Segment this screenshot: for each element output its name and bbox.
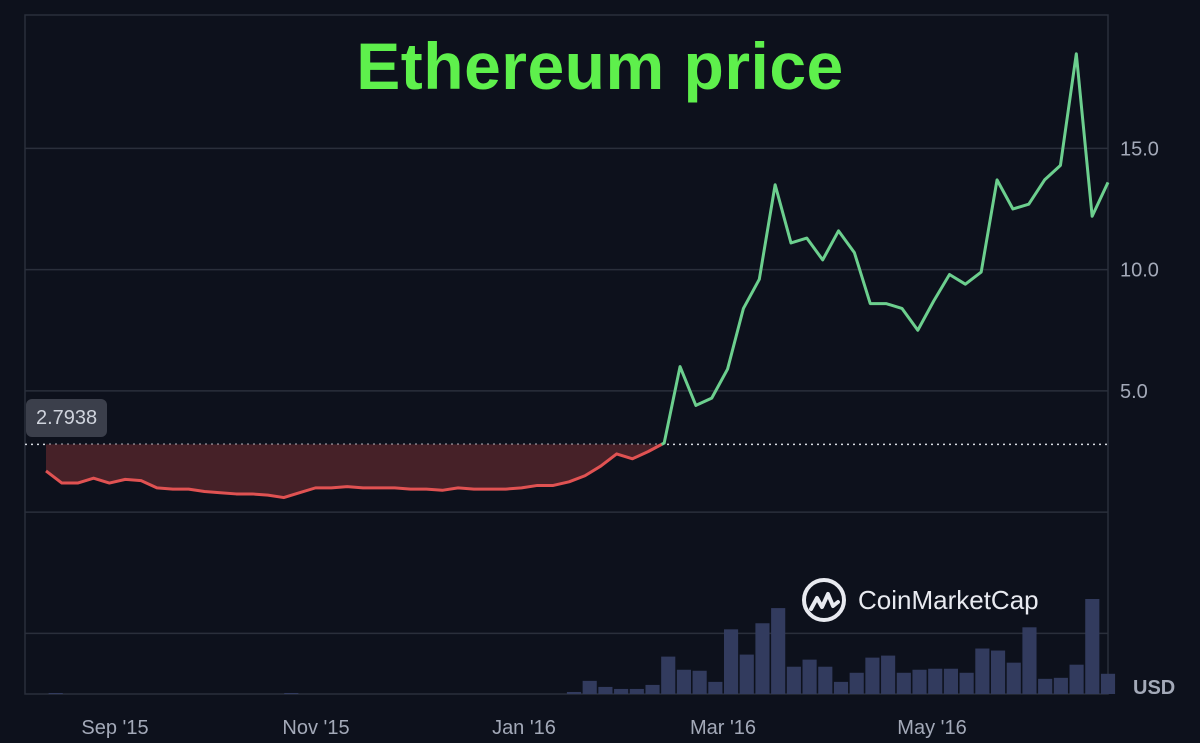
volume-bar [802,659,817,694]
volume-bar [771,608,786,694]
volume-bar [818,666,833,694]
chart-title: Ethereum price [356,29,844,103]
volume-bar [1085,599,1100,694]
volume-bar [912,669,927,694]
volume-bar [849,672,864,694]
volume-bar [928,668,943,694]
volume-bar [881,655,896,694]
price-line-below-baseline [45,443,663,500]
volume-bar [566,691,582,694]
volume-bar [1006,662,1021,694]
volume-bar [598,686,613,694]
brand-name: CoinMarketCap [858,584,1039,615]
coinmarketcap-icon [802,578,846,622]
volume-bar [975,648,990,694]
volume-bar [865,657,880,694]
volume-bar [723,629,739,694]
volume-bar [284,692,299,694]
y-tick-label: 10.0 [1120,260,1159,282]
x-tick-label: Mar '16 [690,717,756,739]
coinmarketcap-logo: CoinMarketCap [800,576,1039,624]
volume-bar [629,688,644,694]
baseline-price-label: 2.7938 [26,399,108,437]
volume-bar [582,680,597,694]
x-tick-label: Jan '16 [492,717,556,739]
volume-bar [708,681,723,694]
volume-bar [943,668,959,694]
volume-bar [739,654,754,694]
volume-bar [786,666,801,694]
volume-bar [1100,673,1116,694]
price-line-above-baseline [660,52,1110,446]
volume-bar [661,656,676,694]
volume-bar [1069,664,1084,694]
volume-bar [645,684,660,694]
x-tick-label: Nov '15 [282,717,349,739]
volume-bar [990,650,1006,694]
volume-bar [1053,677,1068,694]
currency-label: USD [1133,677,1176,699]
below-baseline-area [46,444,662,498]
y-tick-label: 15.0 [1120,138,1159,160]
volume-bar [614,688,629,694]
volume-bar [755,623,770,694]
volume-bar [1022,627,1037,694]
x-tick-label: Sep '15 [81,717,148,739]
volume-bar [1038,678,1053,694]
x-tick-label: May '16 [897,717,966,739]
volume-bar [833,681,849,694]
volume-bar [48,692,63,694]
volume-bar [676,669,692,694]
volume-bar [959,672,974,694]
y-tick-label: 5.0 [1120,381,1148,403]
volume-bar [692,670,707,694]
plot-frame [24,14,1109,695]
volume-bar [896,672,911,694]
